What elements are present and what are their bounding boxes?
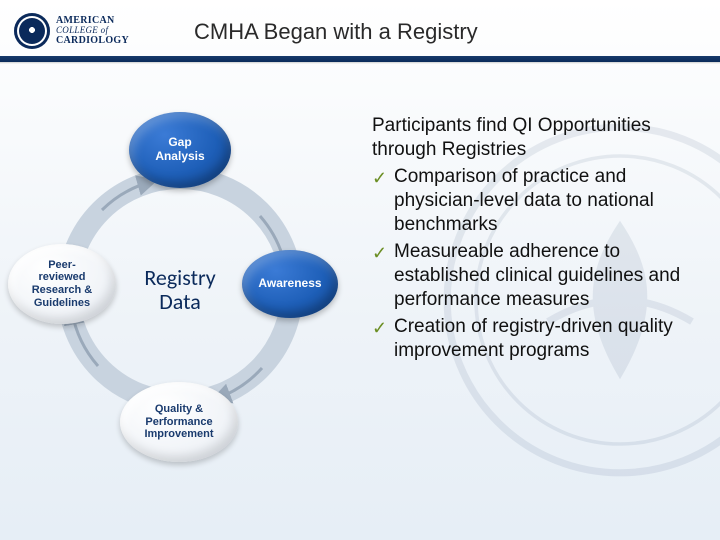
center-line2: Data bbox=[144, 290, 215, 314]
intro-text: Participants find QI Opportunities throu… bbox=[372, 114, 696, 163]
bullet-text: Measureable adherence to established cli… bbox=[394, 241, 680, 311]
page-title: CMHA Began with a Registry bbox=[194, 19, 478, 45]
node-quality-performance: Quality &PerformanceImprovement bbox=[120, 382, 238, 462]
check-icon: ✓ bbox=[372, 242, 387, 265]
list-item: ✓ Creation of registry-driven quality im… bbox=[372, 315, 696, 364]
acc-seal-icon bbox=[14, 13, 50, 49]
list-item: ✓ Comparison of practice and physician-l… bbox=[372, 165, 696, 238]
acc-logo: AMERICAN COLLEGE of CARDIOLOGY bbox=[14, 9, 164, 53]
node-label: Quality &PerformanceImprovement bbox=[144, 403, 213, 441]
slide: AMERICAN COLLEGE of CARDIOLOGY CMHA Bega… bbox=[0, 0, 720, 540]
node-label: Peer-reviewedResearch &Guidelines bbox=[32, 259, 93, 310]
check-icon: ✓ bbox=[372, 167, 387, 190]
list-item: ✓ Measureable adherence to established c… bbox=[372, 240, 696, 313]
bullet-text: Creation of registry-driven quality impr… bbox=[394, 316, 673, 361]
logo-line3: CARDIOLOGY bbox=[56, 36, 129, 47]
title-underline bbox=[0, 56, 720, 62]
text-column: Participants find QI Opportunities throu… bbox=[372, 114, 696, 363]
node-research-guidelines: Peer-reviewedResearch &Guidelines bbox=[8, 244, 116, 324]
acc-logo-text: AMERICAN COLLEGE of CARDIOLOGY bbox=[56, 16, 129, 46]
header: AMERICAN COLLEGE of CARDIOLOGY CMHA Bega… bbox=[0, 0, 720, 62]
node-gap-analysis: GapAnalysis bbox=[129, 112, 231, 188]
node-label: GapAnalysis bbox=[155, 136, 204, 164]
center-line1: Registry bbox=[144, 266, 215, 290]
check-icon: ✓ bbox=[372, 317, 387, 340]
cycle-diagram: GapAnalysis Awareness Quality &Performan… bbox=[10, 120, 350, 460]
bullet-text: Comparison of practice and physician-lev… bbox=[394, 166, 654, 236]
content-area: GapAnalysis Awareness Quality &Performan… bbox=[0, 80, 720, 540]
node-label: Awareness bbox=[258, 277, 321, 291]
diagram-center-label: Registry Data bbox=[144, 266, 215, 314]
bullet-list: ✓ Comparison of practice and physician-l… bbox=[372, 165, 696, 364]
node-awareness: Awareness bbox=[242, 250, 338, 318]
